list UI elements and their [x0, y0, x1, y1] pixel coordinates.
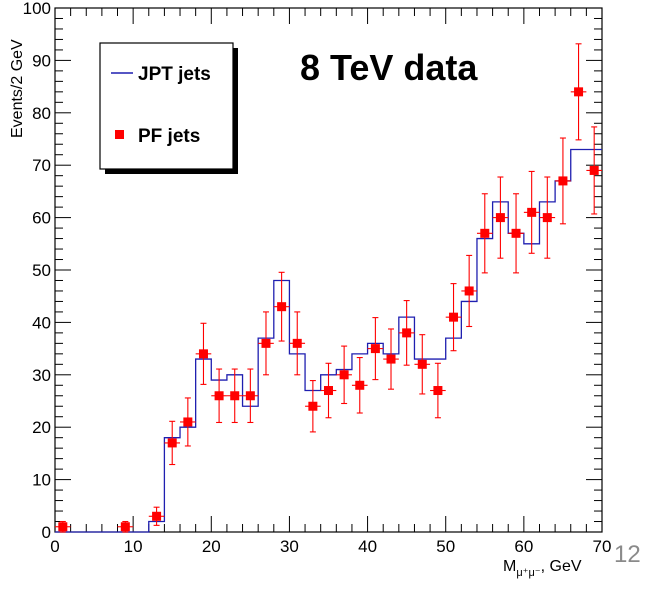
y-axis-title: Events/2 GeV — [9, 39, 26, 138]
pf-jets-marker — [152, 511, 162, 521]
legend-pf-swatch — [115, 130, 124, 139]
pf-jets-marker — [324, 386, 333, 396]
pf-jets-point — [195, 322, 212, 385]
jpt-jets-histogram — [55, 148, 602, 533]
pf-jets-marker — [480, 228, 490, 238]
pf-jets-marker — [433, 386, 443, 396]
pf-jets-marker — [198, 349, 208, 359]
y-tick-label: 60 — [32, 209, 51, 228]
pf-jets-marker — [386, 354, 396, 364]
pf-jets-marker — [511, 228, 521, 238]
pf-jets-point — [164, 420, 181, 466]
pf-jets-point — [226, 368, 243, 424]
page-number: 12 — [614, 541, 641, 568]
pf-jets-marker — [417, 359, 427, 369]
y-tick-label: 0 — [42, 523, 51, 542]
pf-jets-point — [476, 193, 493, 274]
y-tick-label: 100 — [23, 0, 51, 18]
x-tick-label: 70 — [593, 537, 612, 556]
pf-jets-marker — [495, 213, 505, 223]
pf-jets-point — [414, 334, 431, 395]
pf-jets-point — [430, 362, 446, 419]
pf-jets-marker — [370, 344, 380, 354]
pf-jets-point — [555, 137, 571, 225]
y-tick-label: 10 — [32, 471, 51, 490]
y-tick-label: 30 — [32, 366, 51, 385]
pf-jets-point — [211, 368, 227, 424]
pf-jets-point — [55, 520, 71, 533]
pf-jets-point — [539, 176, 556, 259]
pf-jets-point — [320, 362, 337, 419]
pf-jets-marker — [542, 213, 552, 223]
pf-jets-marker — [308, 401, 318, 411]
legend-pf-label: PF jets — [138, 126, 200, 147]
jpt-jets-line — [55, 148, 602, 533]
legend: JPT jets PF jets — [99, 42, 238, 174]
pf-jets-points — [55, 43, 602, 533]
pf-jets-point — [117, 520, 134, 533]
pf-jets-point — [336, 345, 352, 405]
pf-jets-point — [586, 126, 602, 215]
x-tick-label: 20 — [202, 537, 221, 556]
pf-jets-point — [445, 283, 462, 352]
x-tick-label: 0 — [50, 537, 59, 556]
pf-jets-marker — [464, 286, 474, 296]
pf-jets-point — [492, 176, 509, 259]
pf-jets-point — [523, 170, 540, 254]
pf-jets-point — [570, 43, 587, 141]
pf-jets-point — [383, 328, 399, 390]
pf-jets-point — [461, 254, 477, 328]
pf-jets-point — [367, 317, 384, 381]
pf-jets-marker — [58, 522, 68, 532]
y-tick-label: 40 — [32, 313, 51, 332]
x-axis-title: Mμ⁺μ⁻, GeV — [503, 558, 582, 579]
pf-jets-point — [289, 311, 306, 376]
y-tick-label: 50 — [32, 261, 51, 280]
x-tick-label: 10 — [124, 537, 143, 556]
pf-jets-point — [351, 357, 368, 414]
y-tick-label: 80 — [32, 104, 51, 123]
pf-jets-marker — [214, 391, 224, 401]
y-tick-label: 90 — [32, 51, 51, 70]
pf-jets-marker — [261, 338, 271, 348]
pf-jets-marker — [574, 87, 584, 97]
x-tick-label: 40 — [358, 537, 377, 556]
pf-jets-marker — [183, 417, 193, 427]
pf-jets-point — [273, 271, 290, 342]
pf-jets-marker — [589, 165, 599, 175]
pf-jets-marker — [167, 438, 177, 448]
legend-jpt-label: JPT jets — [138, 64, 211, 85]
x-axis-title-tail: , GeV — [541, 558, 582, 575]
pf-jets-marker — [558, 176, 568, 186]
x-tick-label: 50 — [436, 537, 455, 556]
axis-ticks — [54, 7, 603, 533]
x-axis-title-main: M — [503, 558, 516, 575]
x-tick-label: 60 — [514, 537, 533, 556]
pf-jets-point — [508, 193, 524, 274]
x-axis-title-subscript: μ⁺μ⁻ — [516, 567, 540, 579]
pf-jets-marker — [527, 207, 537, 217]
pf-jets-marker — [292, 338, 302, 348]
pf-jets-marker — [277, 302, 287, 312]
pf-jets-marker — [245, 391, 255, 401]
dataset-annotation: 8 TeV data — [300, 47, 478, 88]
pf-jets-point — [258, 311, 274, 376]
tick-labels: 0 10 20 30 40 50 60 70 80 90 100 0 10 20 30 40 50 60 70 — [23, 0, 612, 556]
pf-jets-point — [398, 300, 415, 366]
y-tick-label: 70 — [32, 156, 51, 175]
pf-jets-marker — [402, 328, 412, 338]
legend-box — [99, 42, 234, 170]
pf-jets-point — [148, 506, 165, 526]
pf-jets-point — [305, 380, 321, 433]
pf-jets-marker — [339, 370, 349, 380]
x-tick-label: 30 — [280, 537, 299, 556]
pf-jets-marker — [355, 380, 365, 390]
pf-jets-point — [180, 397, 196, 447]
pf-jets-marker — [120, 522, 130, 532]
y-tick-label: 20 — [32, 418, 51, 437]
pf-jets-marker — [449, 312, 459, 322]
pf-jets-point — [242, 368, 259, 424]
pf-jets-marker — [230, 391, 240, 401]
